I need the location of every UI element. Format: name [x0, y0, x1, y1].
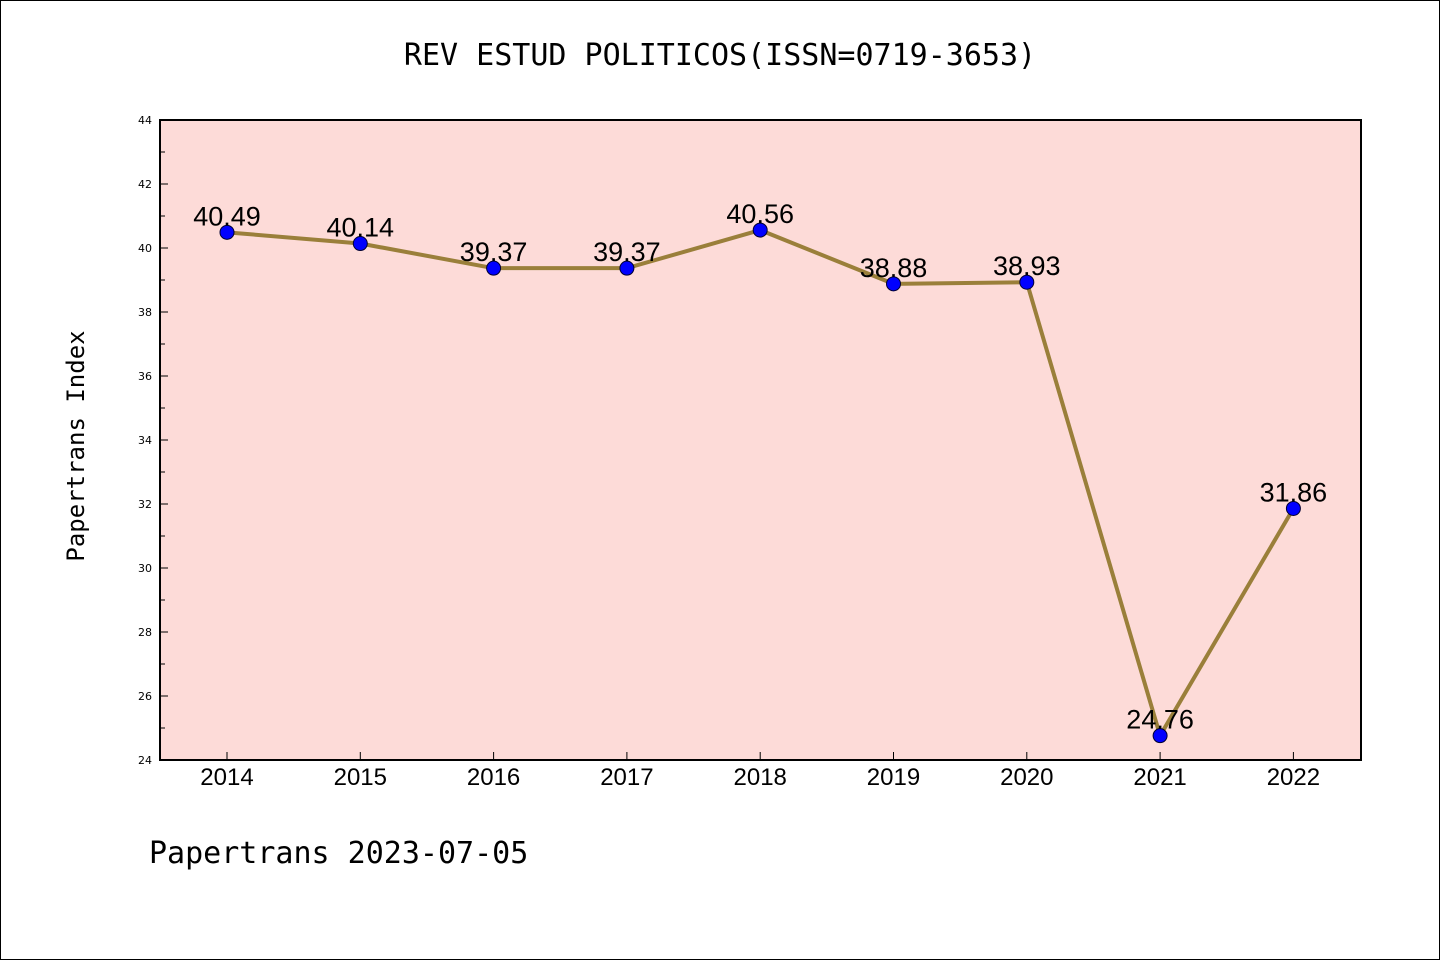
- data-label: 40.56: [726, 199, 794, 229]
- data-label: 40.14: [327, 213, 395, 243]
- data-label: 38.88: [860, 253, 928, 283]
- data-point: [486, 260, 502, 276]
- x-tick-label: 2020: [1000, 764, 1053, 791]
- data-label: 39.37: [593, 237, 661, 267]
- data-point: [1285, 500, 1301, 516]
- y-tick-label: 34: [138, 434, 152, 447]
- x-tick-label: 2017: [600, 764, 653, 791]
- y-tick-label: 38: [138, 306, 152, 319]
- data-point: [1152, 728, 1168, 744]
- y-tick-label: 42: [138, 178, 152, 191]
- y-tick-label: 40: [138, 242, 152, 255]
- data-label: 40.49: [193, 201, 261, 231]
- x-tick-label: 2019: [867, 764, 920, 791]
- y-tick-label: 30: [138, 562, 152, 575]
- data-label: 39.37: [460, 237, 528, 267]
- data-point: [886, 276, 901, 292]
- y-tick-label: 28: [138, 626, 152, 639]
- data-point: [619, 260, 635, 276]
- data-label: 31.86: [1260, 477, 1328, 507]
- chart-title: REV ESTUD POLITICOS(ISSN=0719-3653): [403, 38, 1037, 73]
- x-tick-label: 2016: [467, 764, 520, 791]
- x-tick-label: 2014: [200, 764, 253, 791]
- y-tick-label: 44: [138, 114, 152, 127]
- x-tick-label: 2022: [1267, 764, 1320, 791]
- y-tick-label: 36: [138, 370, 152, 383]
- y-tick-label: 26: [138, 690, 152, 703]
- data-label: 38.93: [993, 251, 1061, 281]
- x-tick-label: 2018: [734, 764, 787, 791]
- x-tick-label: 2015: [334, 764, 387, 791]
- y-tick-label: 32: [138, 498, 152, 511]
- data-point: [352, 236, 368, 252]
- y-tick-label: 24: [138, 754, 152, 767]
- data-point: [752, 222, 768, 238]
- data-label: 24.76: [1126, 705, 1194, 735]
- x-tick-label: 2021: [1133, 764, 1186, 791]
- data-point: [1019, 274, 1035, 290]
- footer-text: Papertrans 2023-07-05: [149, 836, 529, 871]
- data-point: [219, 224, 235, 240]
